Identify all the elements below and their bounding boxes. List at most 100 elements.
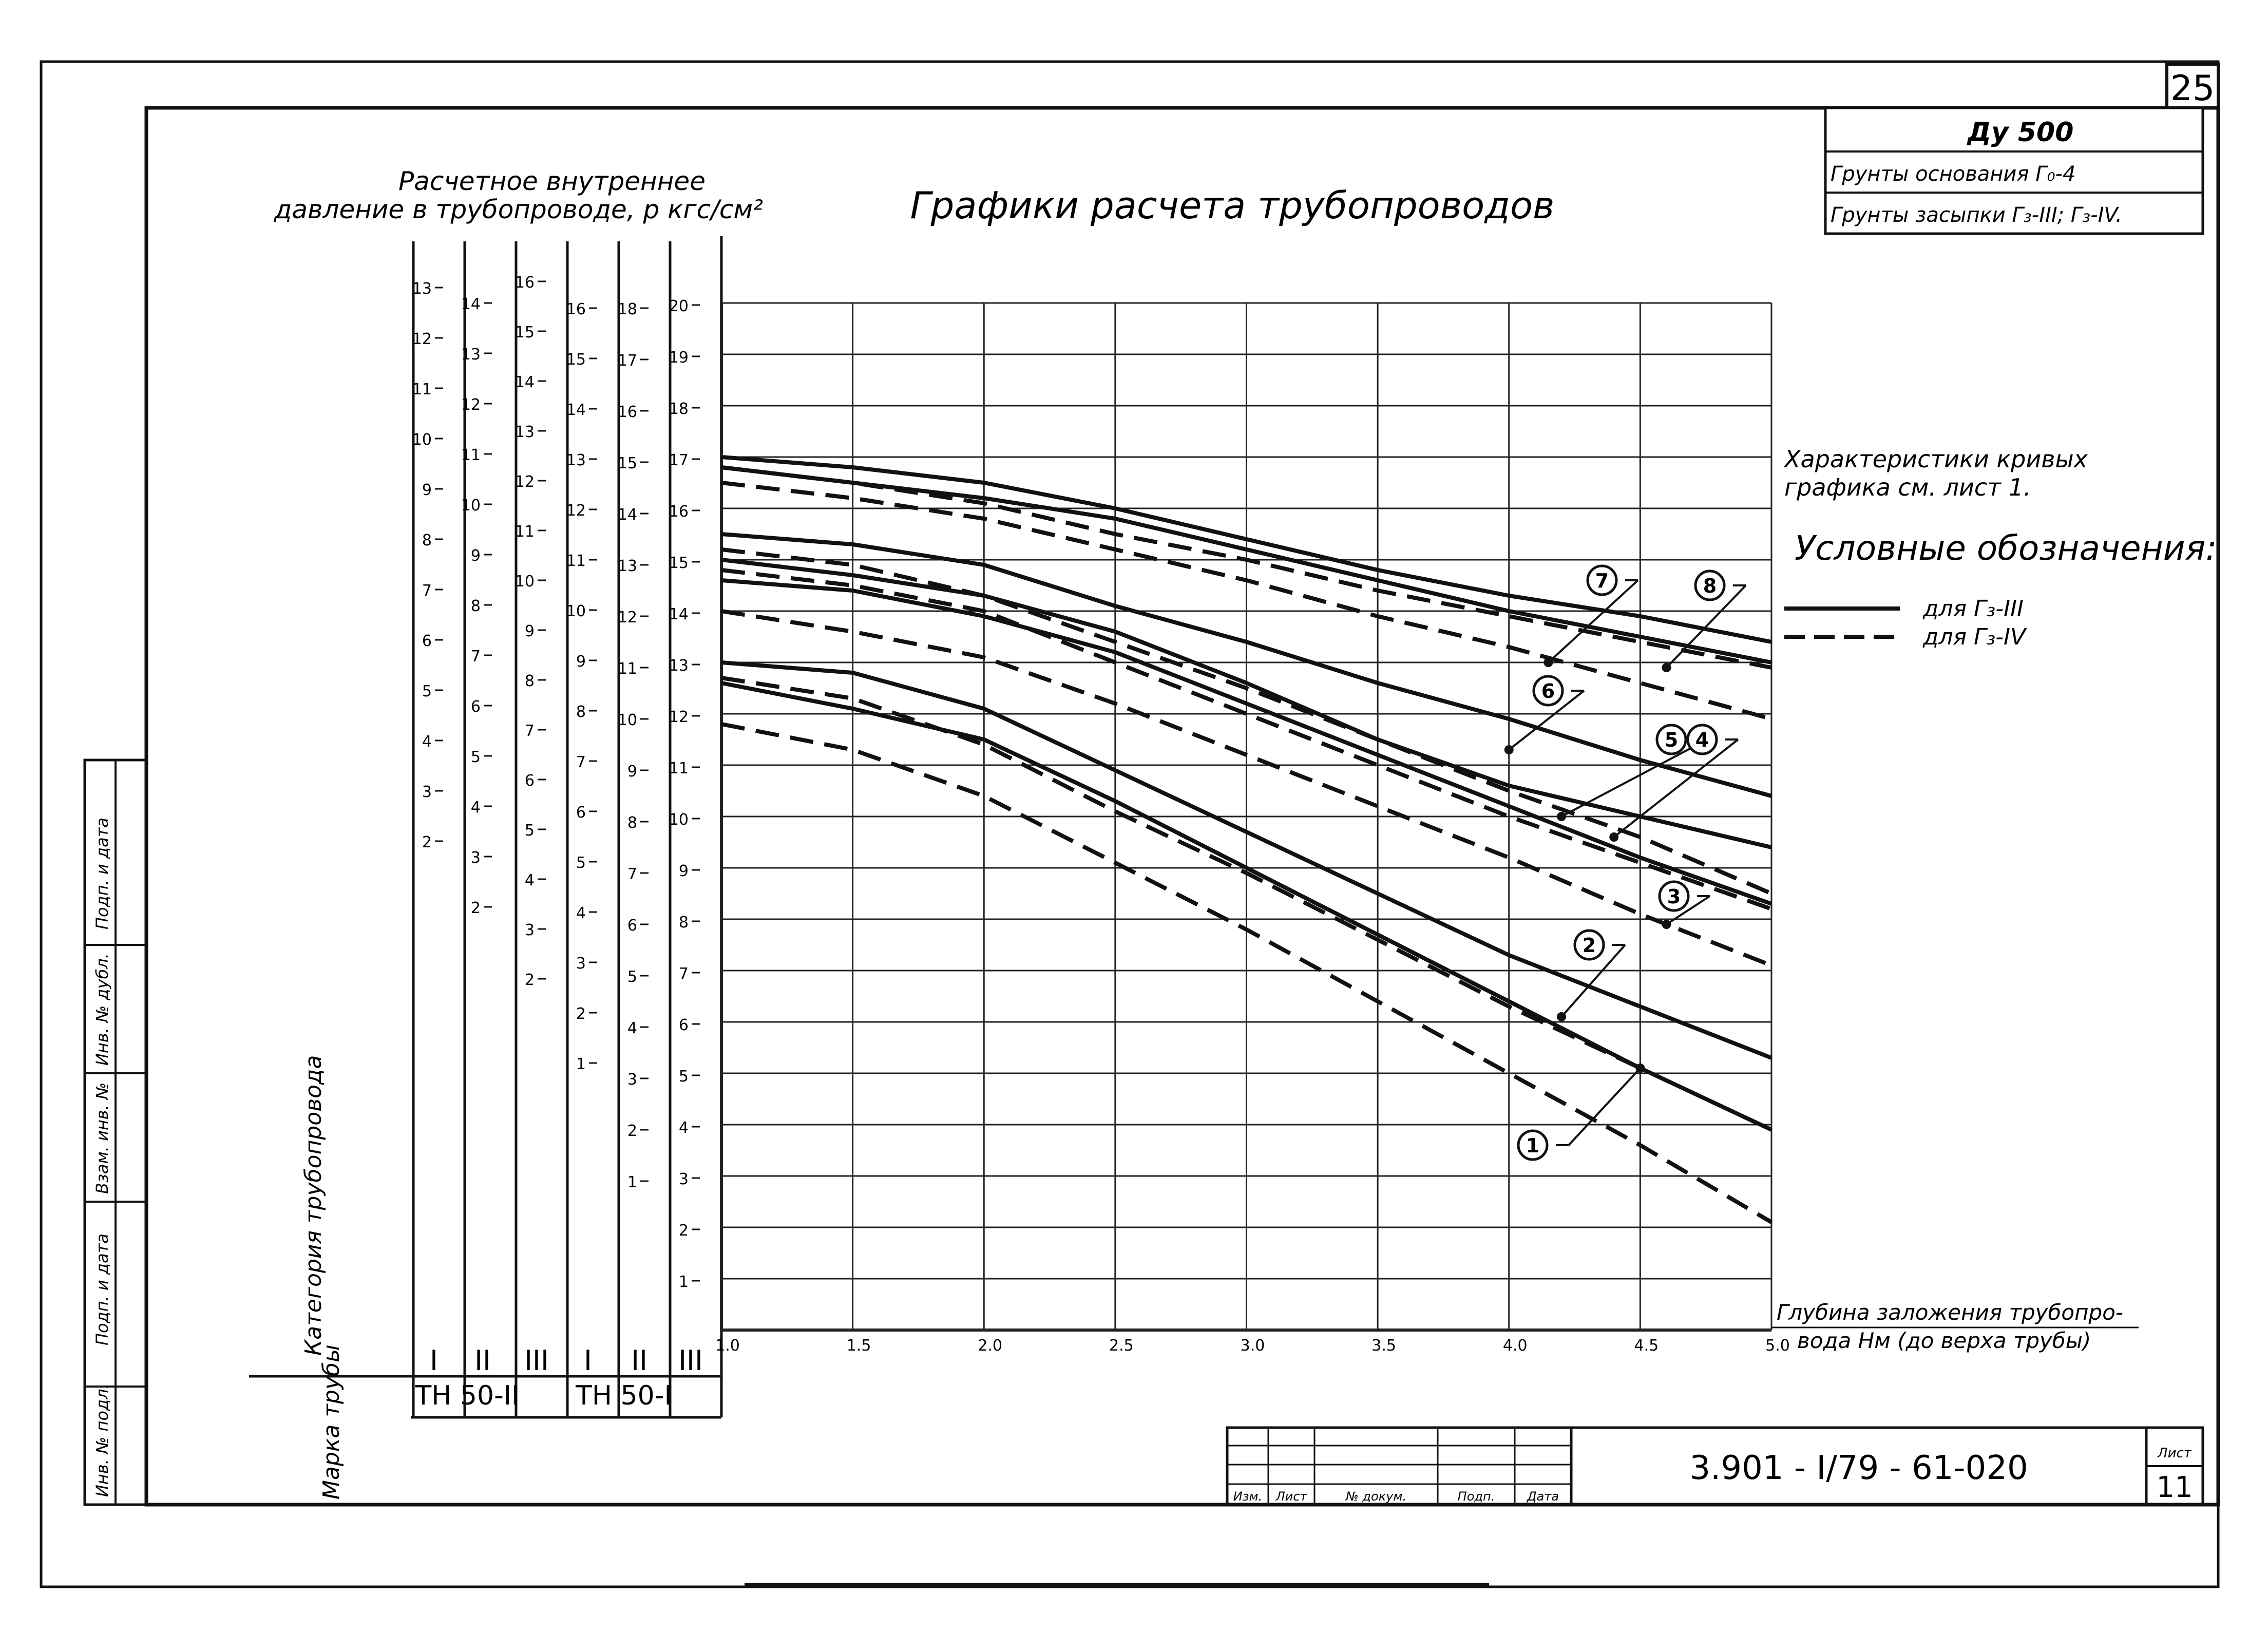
pressure-tick-label: 5 bbox=[471, 748, 481, 766]
stamp-header-5: Дата bbox=[1527, 1489, 1559, 1504]
pressure-tick-label: 13 bbox=[461, 346, 481, 364]
pressure-tick-label: 4 bbox=[422, 733, 432, 751]
pressure-tick-label: 2 bbox=[679, 1222, 689, 1240]
pressure-tick-label: 4 bbox=[679, 1119, 689, 1137]
x-tick-label: 4.5 bbox=[1634, 1337, 1659, 1355]
pipe-mark-2: ТН 50-I bbox=[575, 1380, 672, 1411]
plot-area: 1.0 1.5 2.0 2.5 3.0 3.5 4.0 4.5 5.0 7 8 6 5 4 3 2 1 bbox=[715, 302, 1790, 1355]
series-line-7-dashed bbox=[721, 481, 1773, 721]
pressure-tick-label: 19 bbox=[669, 349, 689, 367]
pressure-tick-label: 3 bbox=[471, 849, 481, 867]
pressure-tick-label: 13 bbox=[515, 423, 535, 441]
pressure-tick-label: 3 bbox=[525, 921, 535, 939]
characteristics-note-line2: графика см. лист 1. bbox=[1784, 473, 2031, 501]
pressure-tick-label: 4 bbox=[471, 799, 481, 817]
callout-leader-7 bbox=[1548, 579, 1639, 663]
pressure-tick-label: 8 bbox=[471, 597, 481, 615]
pressure-tick-label: 5 bbox=[679, 1068, 689, 1086]
category-label: III bbox=[524, 1344, 549, 1377]
pressure-tick-label: 12 bbox=[566, 502, 586, 520]
info-du: Ду 500 bbox=[1967, 117, 2074, 148]
x-tick-label: 3.5 bbox=[1371, 1337, 1396, 1355]
pressure-header-line2: давление в трубопроводе, р кгс/см² bbox=[274, 195, 763, 224]
pressure-tick-label: 7 bbox=[422, 582, 432, 600]
pressure-tick-label: 10 bbox=[515, 573, 535, 591]
callout-leader-2 bbox=[1560, 944, 1626, 1018]
pressure-tick-label: 16 bbox=[515, 274, 535, 292]
pressure-tick-label: 4 bbox=[576, 904, 586, 922]
pressure-tick-label: 4 bbox=[627, 1019, 637, 1037]
stamp-header-3: № докум. bbox=[1345, 1489, 1406, 1504]
inner-frame bbox=[144, 106, 2220, 1507]
page-number-box: 25 bbox=[2165, 63, 2220, 109]
pressure-tick-label: 7 bbox=[525, 722, 535, 740]
pressure-tick-label: 15 bbox=[618, 454, 637, 472]
characteristics-note-line1: Характеристики кривых bbox=[1783, 445, 2088, 473]
pressure-tick-label: 3 bbox=[576, 955, 586, 973]
callout-leader-4 bbox=[1613, 738, 1739, 838]
pressure-tick-label: 2 bbox=[422, 833, 432, 851]
pressure-tick-label: 11 bbox=[566, 552, 586, 570]
pressure-tick-label: 11 bbox=[618, 660, 637, 678]
curve-label-1: 1 bbox=[1526, 1134, 1539, 1157]
x-tick-label: 3.0 bbox=[1241, 1337, 1265, 1355]
series-line-1-dashed bbox=[721, 722, 1773, 1224]
pressure-tick-label: 9 bbox=[576, 653, 586, 671]
pressure-tick-label: 16 bbox=[618, 403, 637, 421]
pressure-tick-label: 17 bbox=[669, 451, 689, 469]
pressure-tick-label: 12 bbox=[515, 473, 535, 491]
info-box: Ду 500 Грунты основания Г₀-4 Грунты засы… bbox=[1824, 106, 2204, 235]
pressure-tick-label: 3 bbox=[627, 1071, 637, 1089]
side-stamp: Подп. и дата Инв. № дубл. Взам. инв. № П… bbox=[83, 758, 148, 1506]
curve-label-circle-4 bbox=[1686, 724, 1718, 755]
curve-label-7: 7 bbox=[1595, 570, 1609, 592]
series-line-6-solid bbox=[721, 532, 1773, 798]
pressure-tick-label: 14 bbox=[566, 401, 586, 419]
side-label-4: Подп. и дата bbox=[92, 1234, 112, 1345]
pressure-tick-label: 3 bbox=[679, 1170, 689, 1188]
series-line-2-solid bbox=[721, 681, 1773, 1132]
series-line-5-dashed bbox=[721, 547, 1773, 896]
pressure-tick-label: 16 bbox=[566, 300, 586, 318]
x-tick-label: 1.0 bbox=[715, 1337, 740, 1355]
curve-label-6: 6 bbox=[1541, 680, 1555, 703]
pressure-tick-label: 10 bbox=[461, 497, 481, 515]
callout-leader-3 bbox=[1666, 895, 1711, 925]
outer-frame bbox=[40, 60, 2220, 1588]
category-label: III bbox=[678, 1344, 703, 1377]
pressure-scales: 1312111098765432I141312111098765432II161… bbox=[412, 236, 723, 1417]
curve-label-8: 8 bbox=[1703, 575, 1717, 597]
stamp-header-1: Изм. bbox=[1233, 1489, 1262, 1504]
callout-point-1 bbox=[1635, 1064, 1645, 1073]
pressure-tick-label: 14 bbox=[461, 295, 481, 313]
callout-point-2 bbox=[1557, 1012, 1566, 1021]
pressure-tick-label: 5 bbox=[422, 682, 432, 700]
series-line-4-solid bbox=[721, 558, 1772, 849]
callout-point-7 bbox=[1543, 658, 1553, 667]
series-line-7-solid bbox=[721, 465, 1772, 665]
stamp-header-4: Подп. bbox=[1458, 1489, 1495, 1504]
pressure-tick-label: 8 bbox=[525, 672, 535, 690]
pressure-tick-label: 10 bbox=[412, 431, 432, 449]
x-axis-label-line1: Глубина заложения трубопро- bbox=[1777, 1300, 2123, 1325]
curve-label-circle-8 bbox=[1694, 570, 1726, 601]
pressure-tick-label: 6 bbox=[471, 698, 481, 716]
callout-leader-8 bbox=[1666, 584, 1747, 669]
series-line-8-solid bbox=[721, 455, 1772, 644]
curve-label-2: 2 bbox=[1583, 934, 1596, 957]
pressure-tick-label: 8 bbox=[627, 814, 637, 832]
pressure-tick-label: 1 bbox=[627, 1173, 637, 1191]
pressure-tick-label: 9 bbox=[679, 862, 689, 880]
pressure-tick-label: 2 bbox=[627, 1122, 637, 1140]
pressure-tick-label: 5 bbox=[525, 822, 535, 840]
pressure-tick-label: 14 bbox=[515, 373, 535, 391]
pressure-tick-label: 15 bbox=[669, 554, 689, 572]
pressure-tick-label: 1 bbox=[679, 1273, 689, 1291]
legend-title: Условные обозначения: bbox=[1795, 528, 2217, 568]
pressure-tick-label: 8 bbox=[679, 914, 689, 932]
pressure-tick-label: 10 bbox=[566, 602, 586, 620]
chart-title: Графики расчета трубопроводов bbox=[910, 184, 1555, 227]
pressure-tick-label: 6 bbox=[525, 772, 535, 790]
series-line-4-dashed bbox=[721, 568, 1773, 911]
pressure-header-line1: Расчетное внутреннее bbox=[398, 166, 706, 196]
